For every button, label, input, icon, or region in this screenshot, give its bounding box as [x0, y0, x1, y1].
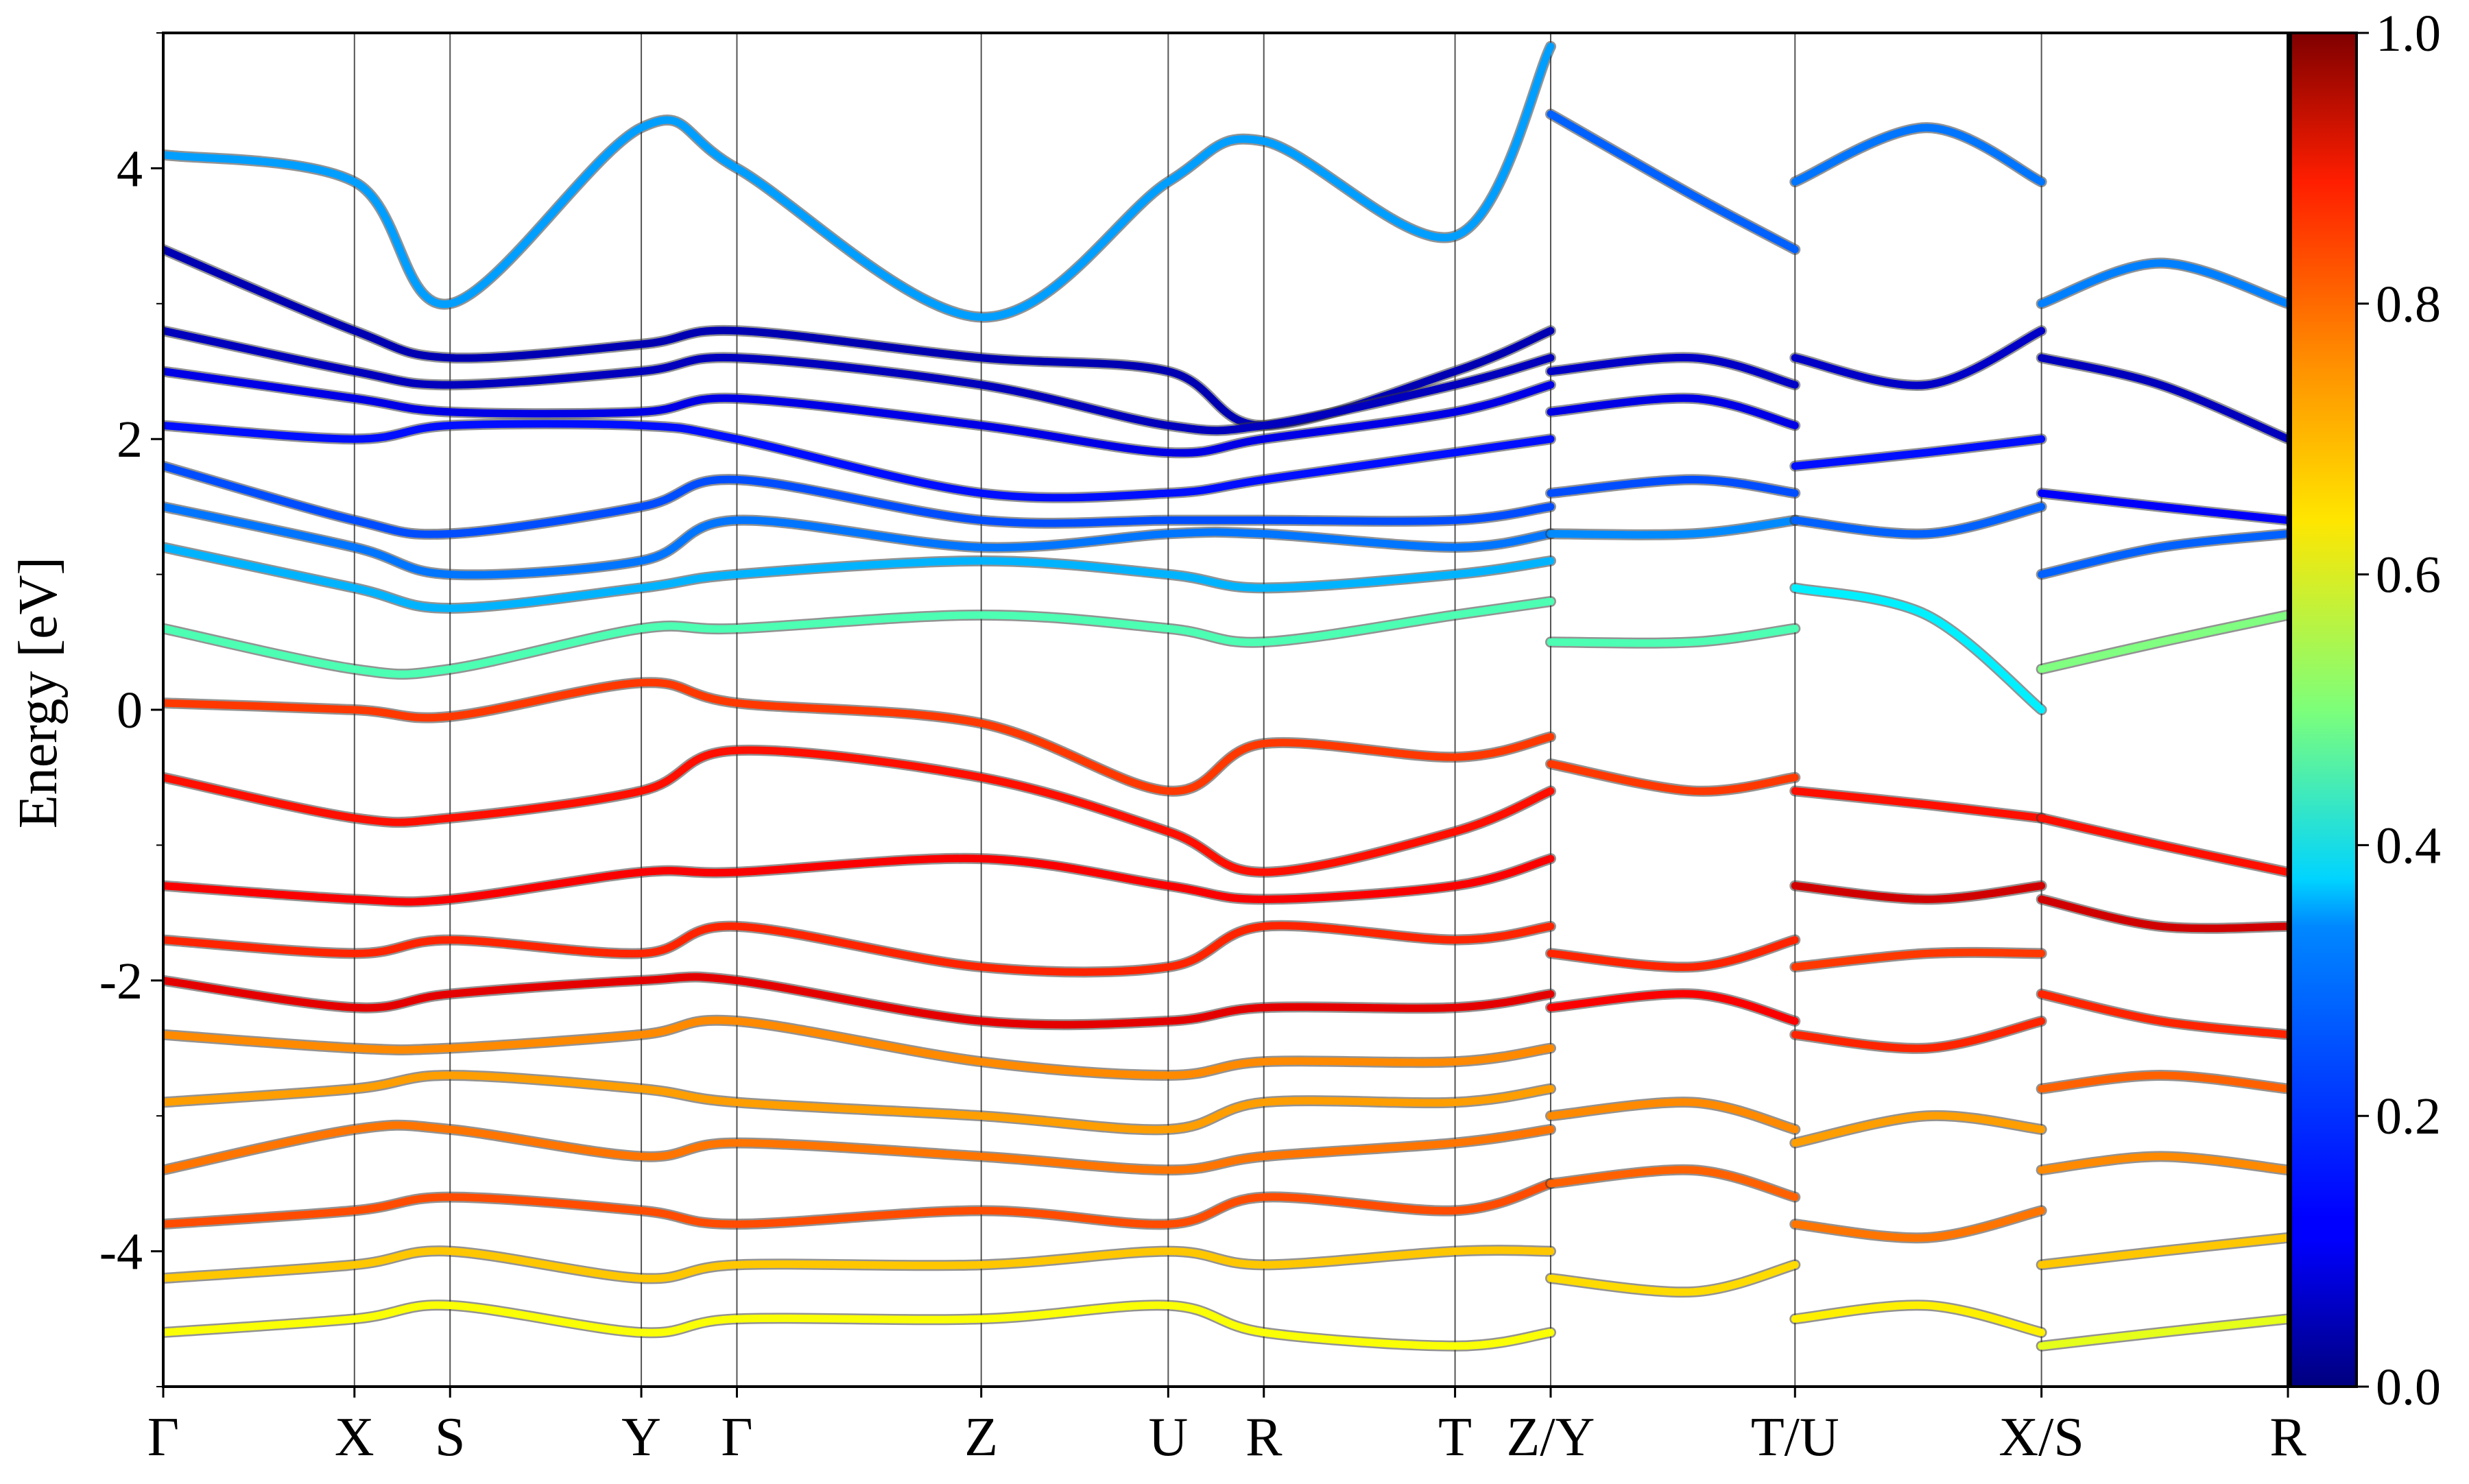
- band-line: [1547, 110, 1799, 254]
- x-tick-label: Y: [621, 1407, 661, 1468]
- band-line: [1547, 353, 1799, 389]
- kpoint-gridlines: [353, 33, 2042, 1387]
- band-line: [163, 43, 1555, 322]
- y-tick-label: 2: [117, 411, 143, 468]
- band-line: [2038, 814, 2288, 876]
- band-line: [163, 973, 1555, 1029]
- y-axis-label: Energy [eV]: [8, 557, 69, 828]
- band-line: [1791, 123, 2046, 186]
- band-line: [163, 1180, 1555, 1228]
- x-tick-label: S: [435, 1407, 466, 1468]
- band-line: [163, 420, 1555, 502]
- y-axis-ticks: -4 -2 0 2 4: [99, 32, 163, 1387]
- band-line: [1791, 948, 2046, 971]
- band-line: [1547, 516, 1799, 539]
- band-line: [163, 543, 1555, 612]
- x-tick-label: Γ: [721, 1407, 752, 1468]
- colorbar: [2289, 32, 2358, 1388]
- band-line: [163, 326, 1555, 435]
- band-line: [1547, 625, 1799, 647]
- band-line: [163, 1246, 1555, 1282]
- colorbar-tick-label: 0.0: [2376, 1359, 2441, 1416]
- x-tick-label: Z: [964, 1407, 998, 1468]
- band-line: [1791, 584, 2046, 714]
- x-tick-label: T/U: [1751, 1407, 1839, 1468]
- colorbar-tick-label: 1.0: [2376, 5, 2441, 62]
- band-line: [1547, 475, 1799, 497]
- x-tick-label: R: [1245, 1407, 1283, 1468]
- band-line: [1791, 435, 2046, 470]
- band-line-outline: [163, 677, 1556, 797]
- band-line: [163, 1301, 1555, 1350]
- band-line: [1791, 787, 2046, 822]
- band-line-outline: [1789, 325, 2047, 391]
- x-tick-label: T: [1438, 1407, 1472, 1468]
- y-tick-label: -2: [99, 953, 143, 1010]
- band-line: [1791, 1301, 2046, 1337]
- band-lines: [163, 40, 2288, 1352]
- x-tick-label: X: [335, 1407, 374, 1468]
- band-line: [2038, 259, 2288, 308]
- band-line: [163, 368, 1555, 457]
- band-line: [163, 854, 1555, 906]
- band-line: [1791, 882, 2046, 903]
- band-line: [163, 1121, 1555, 1174]
- band-line: [1547, 1260, 1799, 1296]
- band-line: [2038, 1152, 2288, 1174]
- band-line: [163, 678, 1555, 795]
- band-line: [1791, 503, 2046, 538]
- band-line: [2038, 895, 2288, 933]
- band-line: [2038, 611, 2288, 673]
- band-line: [2038, 1071, 2288, 1093]
- colorbar-tick-label: 0.6: [2376, 547, 2441, 604]
- band-line: [1547, 1166, 1799, 1201]
- band-line: [2038, 529, 2288, 579]
- band-line: [1791, 326, 2046, 390]
- band-line-outline: [1789, 582, 2047, 715]
- colorbar-tick-label: 0.2: [2376, 1088, 2441, 1145]
- band-line: [163, 1071, 1555, 1134]
- x-tick-label: R: [2269, 1407, 2306, 1468]
- band-line: [163, 922, 1555, 976]
- band-line: [2038, 990, 2288, 1039]
- band-line: [2038, 489, 2288, 525]
- band-line: [2038, 1234, 2288, 1269]
- x-tick-label: X/S: [1999, 1407, 2084, 1468]
- band-line: [1791, 1112, 2046, 1147]
- band-line: [163, 746, 1555, 876]
- band-line: [1547, 936, 1799, 971]
- colorbar-tick-label: 0.8: [2376, 276, 2441, 333]
- colorbar-tick-label: 0.4: [2376, 817, 2441, 874]
- band-line: [1791, 1017, 2046, 1053]
- band-line: [1547, 1098, 1799, 1134]
- band-line: [1547, 760, 1799, 795]
- band-line: [1547, 394, 1799, 429]
- y-tick-label: -4: [99, 1223, 143, 1281]
- band-line: [163, 462, 1555, 538]
- band-line: [163, 1016, 1555, 1079]
- x-axis-ticks: Γ X S Y Γ Z U R T Z/Y T/U X/S R: [147, 1387, 2306, 1468]
- band-line: [1547, 990, 1799, 1025]
- band-line-outline: [2036, 352, 2288, 445]
- band-line: [2038, 1315, 2288, 1350]
- band-line: [1791, 1206, 2046, 1242]
- x-tick-label: U: [1148, 1407, 1188, 1468]
- x-tick-label: Z/Y: [1507, 1407, 1595, 1468]
- band-line: [2038, 354, 2288, 443]
- colorbar-ticks: 0.0 0.2 0.4 0.6 0.8 1.0: [2357, 5, 2441, 1416]
- x-tick-label: Γ: [147, 1407, 179, 1468]
- y-tick-label: 0: [117, 682, 143, 739]
- band-line-outline: [163, 744, 1556, 878]
- band-line: [163, 503, 1555, 579]
- band-line-outline: [163, 596, 1556, 680]
- y-tick-label: 4: [117, 140, 143, 198]
- band-line: [163, 597, 1555, 678]
